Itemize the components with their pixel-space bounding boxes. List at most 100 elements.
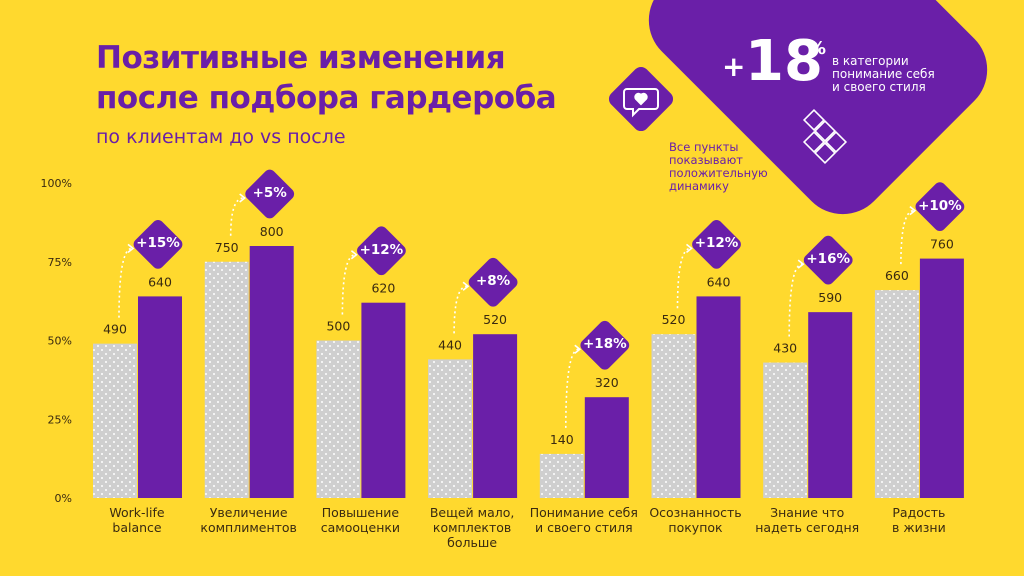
chart-title: Позитивные изменения после подбора гарде…	[96, 38, 557, 118]
arrow-head-icon	[797, 259, 805, 269]
x-category-line: Вещей мало,	[429, 505, 515, 520]
x-category-line: самооценки	[320, 520, 401, 535]
arrow-head-icon	[350, 250, 358, 260]
change-arrow	[341, 253, 356, 315]
callout-number: 18	[745, 29, 823, 94]
note-line: показывают	[669, 153, 743, 167]
change-badge-label: +12%	[359, 241, 404, 258]
callout-diamond	[648, 0, 988, 215]
x-category-label: Осознанность покупок	[631, 505, 761, 535]
x-category-line: надеть сегодня	[755, 520, 860, 535]
value-label-after: 620	[371, 281, 395, 296]
bar-after	[919, 258, 964, 498]
value-label-after: 520	[483, 312, 507, 327]
chart-subtitle: по клиентам до vs после	[96, 126, 346, 148]
change-badge	[245, 169, 295, 219]
note-line: положительную	[669, 166, 768, 180]
x-category-label: Понимание себя и своего стиля	[519, 505, 649, 535]
change-arrow	[788, 263, 803, 337]
change-badge	[468, 257, 518, 307]
note-line: Все пункты	[669, 140, 739, 154]
bar-after	[584, 397, 629, 498]
bar-before	[316, 340, 361, 498]
change-badge	[357, 226, 406, 276]
bar-before	[874, 290, 919, 498]
change-badge	[803, 235, 853, 285]
y-tick-label: 75%	[48, 256, 72, 269]
callout-text-line: в категории	[832, 54, 909, 68]
x-category-line: balance	[112, 520, 162, 535]
value-label-before: 520	[662, 312, 686, 327]
change-arrow	[676, 247, 691, 309]
value-label-before: 430	[773, 341, 797, 356]
bar-before	[539, 453, 584, 498]
chart-title-line: после подбора гардероба	[96, 80, 557, 116]
value-label-after: 590	[818, 290, 842, 305]
value-label-after: 760	[930, 237, 954, 252]
x-category-label: Вещей мало, комплектов больше	[407, 505, 537, 550]
x-category-label: Повышение самооценки	[295, 505, 425, 535]
x-category-label: Знание что надеть сегодня	[742, 505, 872, 535]
bar-after	[473, 334, 518, 498]
highlight-callout	[648, 0, 988, 215]
value-label-after: 800	[260, 224, 284, 239]
arrow-head-icon	[239, 193, 246, 203]
callout-text-line: понимание себя	[832, 67, 935, 81]
bar-before	[428, 359, 473, 498]
x-category-label: Увеличение комплиментов	[184, 505, 314, 535]
message-badge	[608, 66, 674, 132]
change-arrow	[118, 247, 133, 318]
change-badge-label: +18%	[582, 336, 627, 353]
change-badge-label: +12%	[694, 235, 739, 252]
bar-after	[696, 296, 741, 498]
x-category-line: комплектов больше	[432, 520, 512, 550]
x-category-line: Work-life	[109, 505, 165, 520]
callout-plus: +	[722, 50, 746, 83]
change-badge-label: +5%	[252, 185, 287, 201]
arrow-head-icon	[574, 344, 582, 354]
y-tick-label: 50%	[48, 335, 72, 348]
change-badge-label: +15%	[136, 235, 180, 252]
heart-message-icon	[623, 88, 659, 118]
change-badge-label: +8%	[475, 273, 511, 290]
y-tick-label: 25%	[48, 413, 72, 426]
puzzle-icon	[802, 108, 848, 165]
value-label-before: 660	[885, 268, 909, 283]
change-badge	[692, 220, 741, 269]
note-line: динамику	[669, 179, 729, 193]
change-badge	[580, 320, 630, 370]
value-label-before: 500	[326, 319, 350, 334]
x-category-line: и своего стиля	[534, 520, 633, 535]
x-category-line: Осознанность	[649, 505, 742, 520]
bar-after	[361, 302, 406, 498]
x-category-line: в жизни	[892, 520, 946, 535]
value-label-after: 320	[595, 375, 619, 390]
change-badge	[133, 220, 183, 269]
change-arrow	[900, 209, 915, 265]
arrow-head-icon	[127, 243, 135, 254]
arrow-head-icon	[909, 205, 917, 216]
change-arrow	[229, 197, 244, 236]
summary-note: Все пункты показывают положительную дина…	[669, 141, 779, 193]
arrow-head-icon	[462, 281, 470, 291]
bar-before	[204, 261, 249, 498]
value-label-after: 640	[148, 274, 172, 289]
value-label-after: 640	[707, 274, 731, 289]
change-badge-label: +10%	[918, 197, 962, 214]
change-arrow	[565, 348, 580, 428]
change-arrow	[453, 285, 468, 334]
change-badge-label: +16%	[806, 251, 850, 268]
bar-after	[138, 296, 182, 498]
x-category-line: Знание что	[770, 505, 845, 520]
x-category-line: Повышение	[321, 505, 400, 520]
x-category-line: Увеличение	[209, 505, 288, 520]
callout-text: в категории понимание себя и своего стил…	[832, 55, 952, 94]
bars-group: 490 640 750 800 500 620 440 520 140 320 520 640 430 5…	[93, 169, 965, 498]
value-label-before: 750	[215, 240, 239, 255]
chart-title-line: Позитивные изменения	[96, 40, 506, 76]
x-category-line: покупок	[668, 520, 723, 535]
x-category-line: Понимание себя	[529, 505, 638, 520]
x-category-label: Радость в жизни	[854, 505, 984, 535]
callout-percent: %	[808, 38, 827, 59]
